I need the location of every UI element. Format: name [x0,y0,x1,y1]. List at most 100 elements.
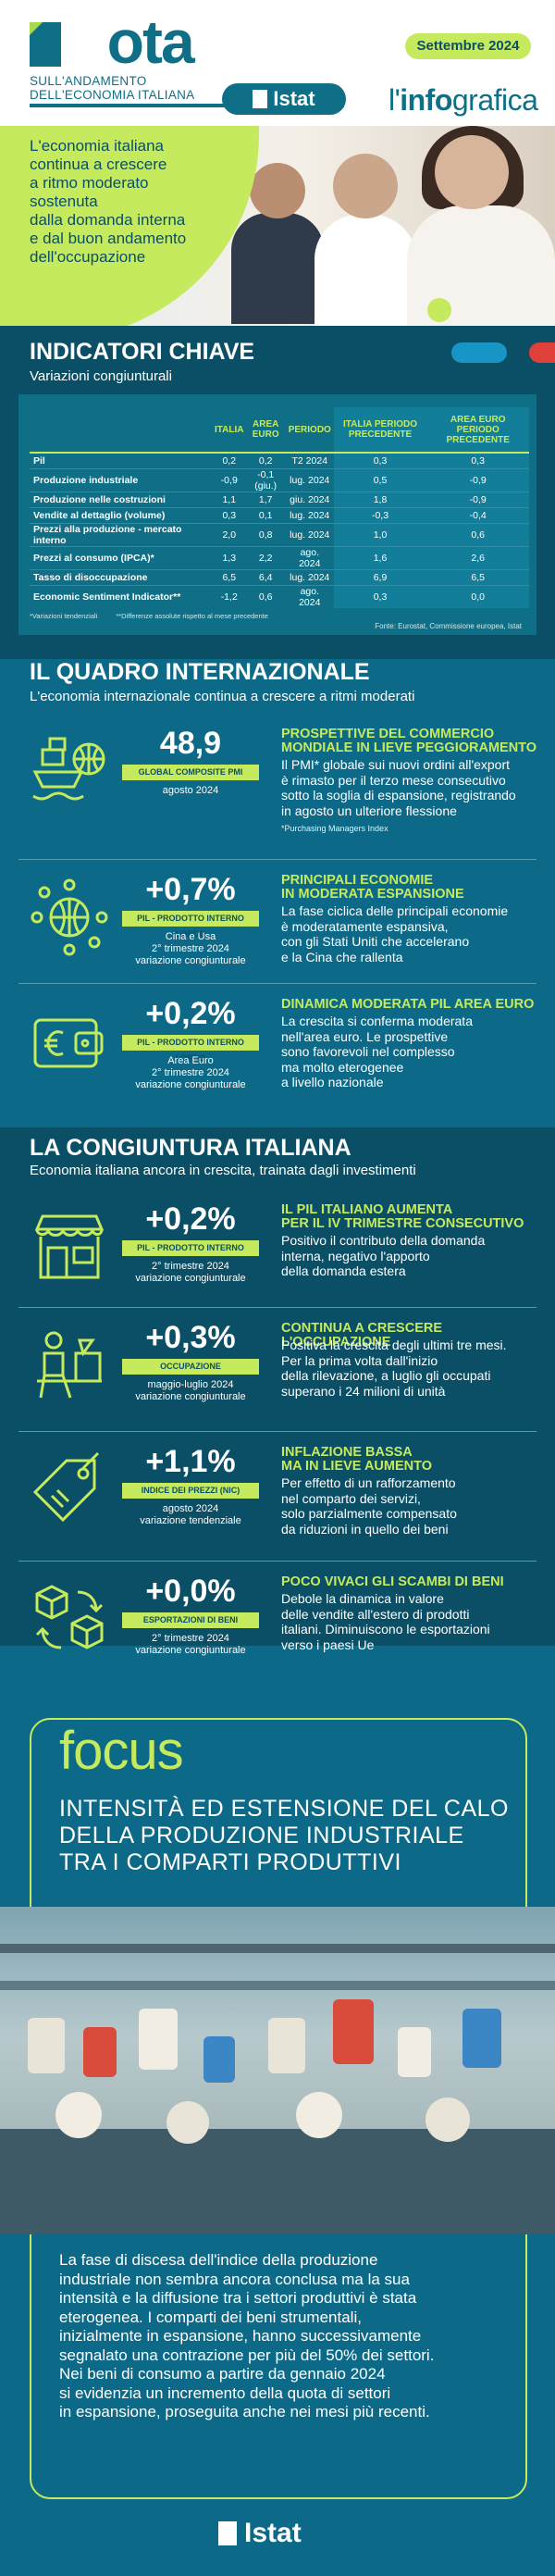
table-cell: 0,2 [245,452,286,469]
infografica-bold: info [400,83,452,117]
table-cell: 1,3 [213,546,246,570]
table-cell: -0,9 [426,468,529,492]
indicator-sub: 2° trimestre 2024 variazione congiuntural… [122,1261,259,1285]
yarn-spool [333,1999,374,2064]
focus-title-line: TRA I COMPARTI PRODUTTIVI [59,1849,401,1875]
indicator-sub: agosto 2024 variazione tendenziale [122,1503,259,1527]
infografica-pre: l' [388,83,401,117]
indicator-sub-line: agosto 2024 [162,1503,219,1514]
hero-line: sostenuta [30,193,98,210]
indicator-body-line: ma molto eterogenee [281,1059,404,1075]
yarn-spool [462,2009,501,2068]
indicator-sub-line: 2° trimestre 2024 [152,1067,229,1078]
footer-istat-label: Istat [244,2518,302,2548]
row-divider [18,1307,536,1308]
focus-text-line: in espansione, proseguita anche nei mesi… [59,2403,430,2420]
table-cell: 1,0 [333,523,427,547]
table-cell: 6,5 [426,569,529,586]
indicator-sub: 2° trimestre 2024 variazione congiuntural… [122,1633,259,1657]
indicator-body-line: nel comparto dei servizi, [281,1490,421,1506]
photo-person-body [314,215,416,326]
table-row: Produzione industriale -0,9 -0,1 (giu.) lug… [30,468,529,492]
italiana-subtitle: Economia italiana ancora in crescita, tr… [30,1163,416,1178]
indicator-body-line: con gli Stati Uniti che accelerano [281,934,470,949]
indicators-table-card: ITALIA AREA EURO PERIODO ITALIA PERIODO PRE… [18,394,536,635]
focus-text-line: industriale non sembra ancora conclusa m… [59,2270,410,2288]
header: Nota SULL'ANDAMENTO DELL'ECONOMIA ITALIA… [0,0,555,126]
istat-logo: Istat [222,83,346,115]
table-cell: 6,5 [213,569,246,586]
indicator-title-line: CONTINUA A CRESCERE L'OCCUPAZIONE [281,1321,443,1350]
focus-text-line: segnalato una contrazione per più del 50… [59,2346,435,2364]
istat-label: Istat [273,87,315,110]
table-header-row: ITALIA AREA EURO PERIODO ITALIA PERIODO PRE… [30,407,529,453]
factory-photo [0,1907,555,2234]
table-cell: 0,1 [245,507,286,524]
indicator-sub-line: Area Euro [167,1055,214,1066]
hero-line: L'economia italiana [30,137,165,155]
table-row: Economic Sentiment Indicator** -1,2 0,6 ago… [30,585,529,608]
indicator-body: Positiva la crescita degli ultimi tre me… [281,1338,542,1399]
boxes-exchange-icon [30,1579,109,1659]
hero-banner: L'economia italiana continua a crescere a … [0,126,555,326]
table-header-cell: AREA EURO [252,419,279,440]
header-bar [30,104,344,107]
indicator-body-line: è rimasto per il terzo mese consecutivo [281,772,506,788]
table-cell: giu. 2024 [285,492,334,508]
deco-pill [451,342,507,363]
table-cell: 1,7 [245,492,286,508]
table-cell: -0,9 [426,492,529,508]
indicator-title-line: PROSPETTIVE DEL COMMERCIO [281,727,495,741]
indicator-tag: PIL - PRODOTTO INTERNO LORDO [122,911,259,939]
table-cell: lug. 2024 [285,468,334,492]
table-cell: 2,2 [245,546,286,570]
table-cell: -0,9 [213,468,246,492]
price-tag-icon [30,1450,109,1529]
logo-sub-line: SULL'ANDAMENTO [30,74,147,88]
nota-logo-letters: ota [106,7,195,76]
hero-text: L'economia italiana continua a crescere a … [30,137,252,267]
table-header-cell: ITALIA PERIODO PRECEDENTE [333,407,427,453]
worker-desk-icon [30,1325,109,1405]
table-cell: 0,3 [426,452,529,469]
focus-text-line: Nei beni di consumo a partire da gennaio… [59,2365,386,2383]
cargo-ship-globe-icon [30,731,109,811]
table-cell: 1,1 [213,492,246,508]
indicator-body: La fase ciclica delle principali economi… [281,903,542,964]
indicator-value: +0,7% [145,872,236,907]
indicator-title-line: PRINCIPALI ECONOMIE [281,873,434,888]
photo-person-head [250,163,305,218]
internazionale-subtitle: L'economia internazionale continua a cre… [30,689,415,704]
table-cell: T2 2024 [285,452,334,469]
table-row-label: Prezzi alla produzione - mercato interno [30,523,213,547]
indicator-body-line: Per la prima volta dall'inizio [281,1352,438,1368]
indicator-sub-line: variazione congiunturale [135,1273,246,1284]
indicator-title-line: IN MODERATA ESPANSIONE [281,887,464,902]
indicator-title: IL PIL ITALIANO AUMENTA PER IL IV TRIMEST… [281,1203,540,1231]
yarn-spool [426,2097,470,2142]
indicator-body-line: nell'area euro. Le prospettive [281,1028,449,1044]
hero-dot [427,298,451,322]
logo-sub-line: DELL'ECONOMIA ITALIANA [30,88,195,102]
indicator-sub-line: Cina e Usa [165,931,216,942]
table-cell: 1,6 [333,546,427,570]
table-cell: 0,5 [333,468,427,492]
indicator-value: +0,0% [145,1574,236,1609]
factory-beam [0,1944,555,1953]
photo-person-head [333,154,398,218]
indicatori-title: INDICATORI CHIAVE [30,339,255,365]
deco-pill [529,342,555,363]
table-header-cell: PERIODO [288,424,331,435]
indicator-body-line: verso i paesi Ue [281,1636,375,1652]
table-cell: lug. 2024 [285,523,334,547]
table-cell: 0,3 [213,507,246,524]
italiana-section [0,1127,555,1646]
indicator-body: La crescita si conferma moderata nell'are… [281,1014,542,1090]
yarn-spool [296,2092,342,2138]
indicator-title-line: IL PIL ITALIANO AUMENTA [281,1202,453,1217]
table-cell: 0,8 [245,523,286,547]
indicator-body-line: della domanda estera [281,1263,406,1278]
table-row: Tasso di disoccupazione 6,5 6,4 lug. 2024 6,… [30,569,529,586]
focus-text-line: eterogenea. I comparti dei beni strument… [59,2308,362,2326]
infografica-post: grafica [451,83,538,117]
